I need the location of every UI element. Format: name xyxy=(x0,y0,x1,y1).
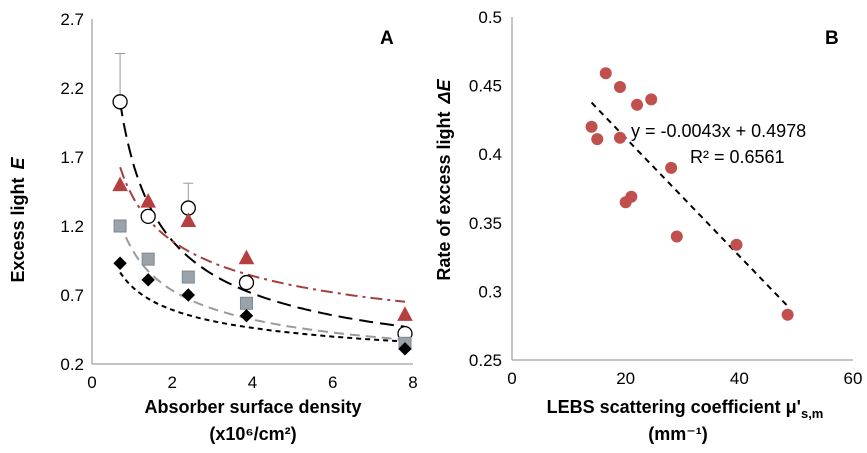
data-point-circle xyxy=(238,274,255,291)
x-tick-label: 2 xyxy=(168,373,177,392)
x-tick-label: 4 xyxy=(248,373,257,392)
y-tick-label: 0.7 xyxy=(60,286,84,305)
panel-a-error-bars xyxy=(115,53,194,221)
panel-b-x-axis-label: LEBS scattering coefficient μ's,m xyxy=(547,397,824,421)
data-point xyxy=(625,190,638,203)
data-point-circle xyxy=(112,94,128,110)
data-point-triangle xyxy=(238,249,255,265)
x-tick-label: 0 xyxy=(507,369,516,388)
panel-b-x-tick-labels: 0 20 40 60 xyxy=(507,369,862,388)
panel-a-x-axis-label: Absorber surface density xyxy=(144,397,361,417)
chart-panel-b: 0.25 0.3 0.35 0.4 0.45 0.5 0 20 40 60 B y = -0.0… xyxy=(434,8,862,444)
panel-a-y-axis-label-symbol: E xyxy=(8,156,28,169)
y-tick-label: 0.2 xyxy=(60,355,84,374)
data-point-square xyxy=(141,252,155,266)
x-tick-label: 20 xyxy=(616,369,635,388)
data-point-diamond xyxy=(398,342,412,356)
panel-b-y-axis-label-text: Rate of excess light xyxy=(434,112,454,281)
panel-b-trend-equation: y = -0.0043x + 0.4978 xyxy=(631,121,806,141)
panel-b-y-axis-label-symbol: ΔE xyxy=(434,78,454,104)
y-tick-label: 1.2 xyxy=(60,217,84,236)
panel-a-points xyxy=(112,94,413,356)
data-point-diamond xyxy=(141,273,155,287)
x-tick-label: 0 xyxy=(87,373,96,392)
y-tick-label: 0.3 xyxy=(478,282,502,301)
panel-a-y-axis-label-text: Excess light xyxy=(8,177,28,282)
panel-a-label: A xyxy=(380,28,394,49)
data-point xyxy=(670,230,683,243)
panel-b-points xyxy=(585,67,794,321)
x-tick-label: 8 xyxy=(408,373,417,392)
data-point-triangle xyxy=(397,306,413,321)
y-tick-label: 0.5 xyxy=(478,8,502,27)
data-point xyxy=(631,98,644,111)
x-tick-label: 6 xyxy=(328,373,337,392)
panel-b-label: B xyxy=(825,28,839,49)
data-point xyxy=(645,93,658,106)
y-tick-label: 0.4 xyxy=(478,145,502,164)
y-tick-label: 0.45 xyxy=(469,77,502,96)
panel-a-x-axis-unit: (x10⁶/cm²) xyxy=(209,424,296,444)
data-point-triangle xyxy=(180,212,197,227)
panel-b-x-axis-unit: (mm⁻¹) xyxy=(648,424,708,444)
data-point-square xyxy=(239,296,253,310)
x-tick-label: 40 xyxy=(730,369,749,388)
data-point-square xyxy=(181,270,195,284)
panel-b-r-squared: R² = 0.6561 xyxy=(690,147,785,167)
data-point xyxy=(730,238,743,251)
data-point-square xyxy=(113,219,127,233)
trendline xyxy=(119,102,406,328)
trendline xyxy=(119,271,406,343)
y-tick-label: 1.7 xyxy=(60,148,84,167)
data-point xyxy=(591,133,604,146)
data-point-diamond xyxy=(181,288,196,302)
y-tick-label: 2.7 xyxy=(60,10,84,29)
data-point xyxy=(665,161,678,174)
panel-b-y-tick-labels: 0.25 0.3 0.35 0.4 0.45 0.5 xyxy=(469,8,502,370)
data-point-diamond xyxy=(113,256,127,270)
data-point xyxy=(599,67,612,80)
panel-a-trendlines xyxy=(119,102,406,343)
panel-b-x-axis-label-subscript: s,m xyxy=(801,406,823,421)
data-point-diamond xyxy=(239,308,254,323)
data-point xyxy=(781,308,794,321)
panel-b-y-axis-label: Rate of excess light ΔE xyxy=(434,78,454,280)
x-tick-label: 60 xyxy=(844,369,863,388)
data-point xyxy=(613,131,626,144)
data-point xyxy=(613,80,626,93)
y-tick-label: 0.35 xyxy=(469,214,502,233)
panel-a-y-tick-labels: 0.2 0.7 1.2 1.7 2.2 2.7 xyxy=(60,10,84,374)
y-tick-label: 2.2 xyxy=(60,79,84,98)
data-point-circle xyxy=(140,208,156,224)
data-point-triangle xyxy=(140,193,157,208)
panel-a-x-tick-labels: 0 2 4 6 8 xyxy=(87,373,417,392)
panel-b-x-axis-label-text: LEBS scattering coefficient μ' xyxy=(547,397,801,417)
trendline xyxy=(119,166,406,303)
y-tick-label: 0.25 xyxy=(469,351,502,370)
trendline xyxy=(119,221,406,341)
data-point-triangle xyxy=(112,176,128,192)
panel-a-y-axis-label: Excess light E xyxy=(8,156,28,282)
data-point xyxy=(585,120,598,133)
